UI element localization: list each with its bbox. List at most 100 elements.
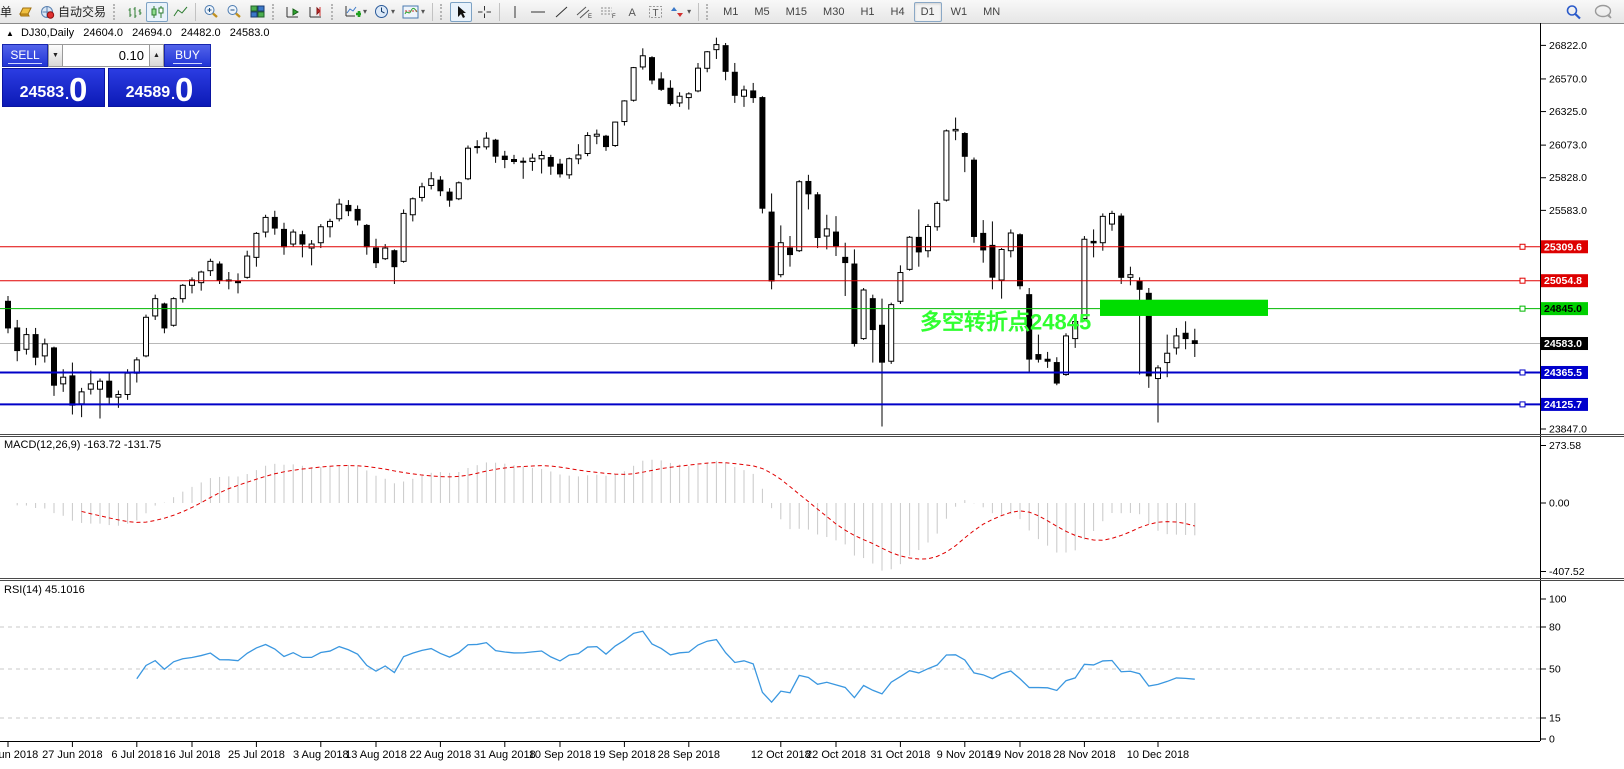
- sell-button[interactable]: SELL: [2, 44, 48, 67]
- price-axis[interactable]: 26822.0 26570.0 26325.0 26073.0 25828.0 25583…: [1540, 40, 1588, 746]
- svg-text:0.00: 0.00: [1549, 498, 1570, 510]
- equidistant-channel-button[interactable]: E: [573, 2, 596, 22]
- svg-text:24583.0: 24583.0: [1544, 338, 1582, 350]
- timeframe-button-W1[interactable]: W1: [950, 5, 968, 18]
- collapse-arrow-icon[interactable]: ▲: [6, 29, 14, 38]
- svg-text:22 Oct 2018: 22 Oct 2018: [806, 749, 866, 761]
- svg-text:26822.0: 26822.0: [1549, 40, 1587, 52]
- text-label-button[interactable]: T: [644, 2, 666, 22]
- ohlc-high: 24694.0: [132, 27, 172, 39]
- gold-order-icon[interactable]: [14, 2, 36, 22]
- horizontal-line-objects[interactable]: [0, 243, 1540, 408]
- timeframe-button-M15[interactable]: M15: [785, 5, 808, 18]
- sell-button-label: SELL: [8, 47, 42, 64]
- ohlc-open: 24604.0: [83, 27, 123, 39]
- svg-text:T: T: [652, 8, 658, 19]
- volume-input[interactable]: 0.10: [63, 44, 149, 67]
- main-toolbar: 单 自动交易: [0, 0, 1624, 24]
- timeframe-button-M5[interactable]: M5: [754, 5, 770, 18]
- zoom-out-button[interactable]: [223, 2, 245, 22]
- svg-text:25583.0: 25583.0: [1549, 205, 1587, 217]
- macd-label: MACD(12,26,9) -163.72 -131.75: [4, 439, 161, 451]
- svg-text:273.58: 273.58: [1549, 440, 1581, 452]
- vertical-line-button[interactable]: [504, 2, 526, 22]
- arrows-icon: [671, 6, 684, 17]
- one-click-trading-panel: SELL ▼ 0.10 ▲ BUY 24583. 0 24589. 0: [2, 44, 211, 107]
- autotrading-label: 自动交易: [58, 5, 107, 19]
- templates-button[interactable]: ▾: [399, 2, 428, 22]
- svg-text:25828.0: 25828.0: [1549, 172, 1587, 184]
- svg-text:19 Nov 2018: 19 Nov 2018: [989, 749, 1051, 761]
- timeframe-button-M30[interactable]: M30: [823, 5, 845, 18]
- bar-chart-button[interactable]: [123, 2, 145, 22]
- toolbar-grip: [272, 3, 278, 20]
- timeframe-button-M1[interactable]: M1: [723, 5, 739, 18]
- bar-chart-icon: [128, 6, 142, 18]
- svg-text:15: 15: [1549, 713, 1561, 725]
- candlestick-series: [5, 37, 1198, 427]
- line-chart-icon: [173, 6, 187, 16]
- buy-button-label: BUY: [173, 47, 202, 64]
- dropdown-caret-icon: ▾: [687, 7, 692, 16]
- zoom-in-icon: [204, 5, 218, 18]
- cursor-arrow-icon: [457, 5, 466, 18]
- fibonacci-icon: F: [601, 7, 616, 19]
- chat-icon[interactable]: [1594, 4, 1614, 20]
- volume-increase-button[interactable]: ▲: [149, 44, 164, 67]
- horizontal-line-button[interactable]: [527, 2, 549, 22]
- svg-text:31 Aug 2018: 31 Aug 2018: [474, 749, 536, 761]
- new-order-button[interactable]: 单: [0, 5, 13, 19]
- timeframe-button-MN[interactable]: MN: [983, 5, 1001, 18]
- svg-text:27 Jun 2018: 27 Jun 2018: [42, 749, 103, 761]
- chart-canvas[interactable]: 多空转折点24845 26822.0 26570.0 26325.0 26073.0 25…: [0, 23, 1624, 769]
- search-symbols-icon[interactable]: [1565, 4, 1582, 20]
- buy-price-display[interactable]: 24589. 0: [108, 68, 211, 107]
- crosshair-button[interactable]: [473, 2, 495, 22]
- sell-price-display[interactable]: 24583. 0: [2, 68, 105, 107]
- svg-text:22 Aug 2018: 22 Aug 2018: [410, 749, 472, 761]
- toolbar-right-icons: [1565, 0, 1614, 23]
- svg-text:16 Jul 2018: 16 Jul 2018: [164, 749, 221, 761]
- timeframe-button-H4[interactable]: H4: [890, 5, 905, 18]
- ohlc-low: 24482.0: [180, 27, 221, 39]
- sell-price-main: 24583: [19, 84, 65, 101]
- volume-decrease-button[interactable]: ▼: [48, 44, 63, 67]
- svg-text:26570.0: 26570.0: [1549, 73, 1587, 85]
- chart-shift-button[interactable]: [305, 2, 327, 22]
- svg-text:10 Sep 2018: 10 Sep 2018: [529, 749, 591, 761]
- svg-text:6 Jul 2018: 6 Jul 2018: [111, 749, 162, 761]
- add-indicator-button[interactable]: ▾: [341, 2, 370, 22]
- autotrading-button[interactable]: 自动交易: [37, 2, 109, 22]
- clock-icon: [375, 5, 389, 18]
- trendline-button[interactable]: [550, 2, 572, 22]
- tile-windows-button[interactable]: [246, 2, 268, 22]
- toolbar-separator: [499, 2, 501, 21]
- svg-text:100: 100: [1549, 594, 1567, 606]
- periods-button[interactable]: ▾: [371, 2, 398, 22]
- svg-text:E: E: [588, 14, 592, 19]
- cursor-button[interactable]: [450, 1, 473, 22]
- svg-text:A: A: [628, 7, 636, 19]
- svg-text:0: 0: [1549, 734, 1555, 746]
- svg-text:31 Oct 2018: 31 Oct 2018: [870, 749, 930, 761]
- zoom-in-button[interactable]: [200, 2, 222, 22]
- chart-annotation-text[interactable]: 多空转折点24845: [920, 309, 1091, 334]
- vertical-line-icon: [514, 5, 516, 18]
- horizontal-line-icon: [531, 11, 546, 12]
- highlight-rectangle-object[interactable]: [1100, 299, 1268, 316]
- auto-scroll-button[interactable]: [282, 2, 304, 22]
- arrows-button[interactable]: ▾: [667, 2, 694, 22]
- svg-text:24365.5: 24365.5: [1544, 367, 1582, 379]
- buy-button[interactable]: BUY: [164, 44, 211, 67]
- timeframe-button-H1[interactable]: H1: [860, 5, 875, 18]
- svg-text:18 Jun 2018: 18 Jun 2018: [0, 749, 38, 761]
- svg-text:10 Dec 2018: 10 Dec 2018: [1127, 749, 1189, 761]
- candlestick-chart-button[interactable]: [146, 1, 169, 22]
- toolbar-grip: [113, 3, 119, 20]
- text-button[interactable]: A: [621, 2, 643, 22]
- timeframe-button-D1[interactable]: D1: [913, 1, 942, 22]
- text-label-icon: T: [648, 5, 662, 19]
- line-chart-button[interactable]: [169, 2, 191, 22]
- fibonacci-button[interactable]: F: [597, 2, 620, 22]
